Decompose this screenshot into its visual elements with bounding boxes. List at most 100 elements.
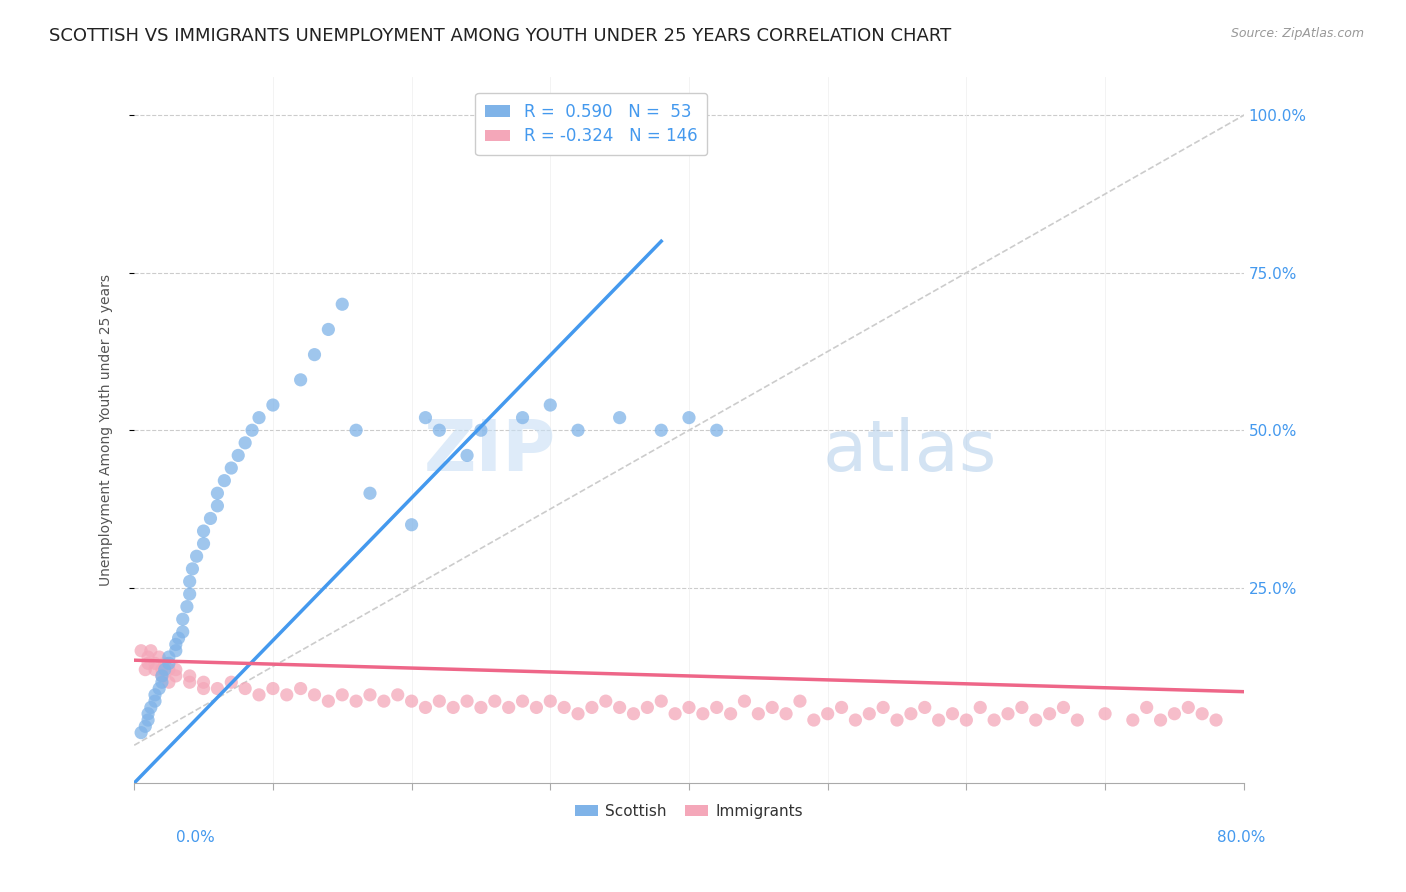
Point xyxy=(172,624,194,639)
Point xyxy=(143,694,166,708)
Point xyxy=(1011,700,1033,714)
Point xyxy=(344,694,367,708)
Point xyxy=(858,706,880,721)
Point xyxy=(240,423,263,437)
Point xyxy=(872,700,894,714)
Point xyxy=(157,663,180,677)
Point xyxy=(153,663,176,677)
Point xyxy=(636,700,658,714)
Text: ZIP: ZIP xyxy=(423,417,555,486)
Point xyxy=(456,449,478,463)
Point xyxy=(153,657,176,671)
Point xyxy=(650,423,672,437)
Point xyxy=(1052,700,1074,714)
Point xyxy=(179,574,201,589)
Point xyxy=(526,700,548,714)
Point xyxy=(262,398,284,412)
Point xyxy=(247,410,270,425)
Point xyxy=(129,644,152,658)
Point xyxy=(207,681,229,696)
Point xyxy=(157,650,180,665)
Point xyxy=(1163,706,1185,721)
Point xyxy=(1205,713,1227,727)
Point xyxy=(233,435,256,450)
Text: SCOTTISH VS IMMIGRANTS UNEMPLOYMENT AMONG YOUTH UNDER 25 YEARS CORRELATION CHART: SCOTTISH VS IMMIGRANTS UNEMPLOYMENT AMON… xyxy=(49,27,952,45)
Point xyxy=(219,461,242,475)
Point xyxy=(427,423,450,437)
Point xyxy=(167,631,190,645)
Point xyxy=(441,700,464,714)
Point xyxy=(207,499,229,513)
Text: 80.0%: 80.0% xyxy=(1218,830,1265,845)
Point xyxy=(1191,706,1213,721)
Point xyxy=(538,398,561,412)
Point xyxy=(692,706,714,721)
Text: Source: ZipAtlas.com: Source: ZipAtlas.com xyxy=(1230,27,1364,40)
Point xyxy=(233,681,256,696)
Point xyxy=(318,322,340,336)
Point xyxy=(165,644,187,658)
Point xyxy=(512,410,534,425)
Point xyxy=(1066,713,1088,727)
Point xyxy=(914,700,936,714)
Point xyxy=(817,706,839,721)
Point xyxy=(997,706,1019,721)
Point xyxy=(290,681,312,696)
Point xyxy=(415,700,437,714)
Point xyxy=(1122,713,1144,727)
Point xyxy=(136,706,159,721)
Point xyxy=(165,663,187,677)
Point xyxy=(538,694,561,708)
Point xyxy=(150,669,173,683)
Point xyxy=(733,694,755,708)
Point xyxy=(512,694,534,708)
Point xyxy=(747,706,769,721)
Point xyxy=(148,681,170,696)
Point xyxy=(553,700,575,714)
Point xyxy=(928,713,950,727)
Point xyxy=(193,524,215,538)
Point xyxy=(609,700,631,714)
Point xyxy=(139,700,162,714)
Point xyxy=(955,713,977,727)
Point xyxy=(226,449,249,463)
Point xyxy=(150,669,173,683)
Point xyxy=(706,700,728,714)
Point xyxy=(775,706,797,721)
Point xyxy=(150,663,173,677)
Point xyxy=(304,688,326,702)
Point xyxy=(143,663,166,677)
Point xyxy=(181,562,204,576)
Point xyxy=(207,486,229,500)
Point xyxy=(470,700,492,714)
Point xyxy=(179,675,201,690)
Point xyxy=(941,706,963,721)
Point xyxy=(900,706,922,721)
Point xyxy=(720,706,742,721)
Point xyxy=(1039,706,1062,721)
Point xyxy=(165,669,187,683)
Text: 0.0%: 0.0% xyxy=(176,830,215,845)
Point xyxy=(176,599,198,614)
Point xyxy=(401,517,423,532)
Point xyxy=(498,700,520,714)
Point xyxy=(567,423,589,437)
Point xyxy=(567,706,589,721)
Point xyxy=(595,694,617,708)
Point xyxy=(803,713,825,727)
Point xyxy=(886,713,908,727)
Point xyxy=(318,694,340,708)
Point xyxy=(678,410,700,425)
Y-axis label: Unemployment Among Youth under 25 years: Unemployment Among Youth under 25 years xyxy=(100,274,114,586)
Point xyxy=(581,700,603,714)
Point xyxy=(193,536,215,550)
Point xyxy=(664,706,686,721)
Point xyxy=(359,486,381,500)
Point xyxy=(262,681,284,696)
Point xyxy=(456,694,478,708)
Point xyxy=(304,348,326,362)
Point xyxy=(1136,700,1159,714)
Point xyxy=(1177,700,1199,714)
Point xyxy=(186,549,208,564)
Point xyxy=(344,423,367,437)
